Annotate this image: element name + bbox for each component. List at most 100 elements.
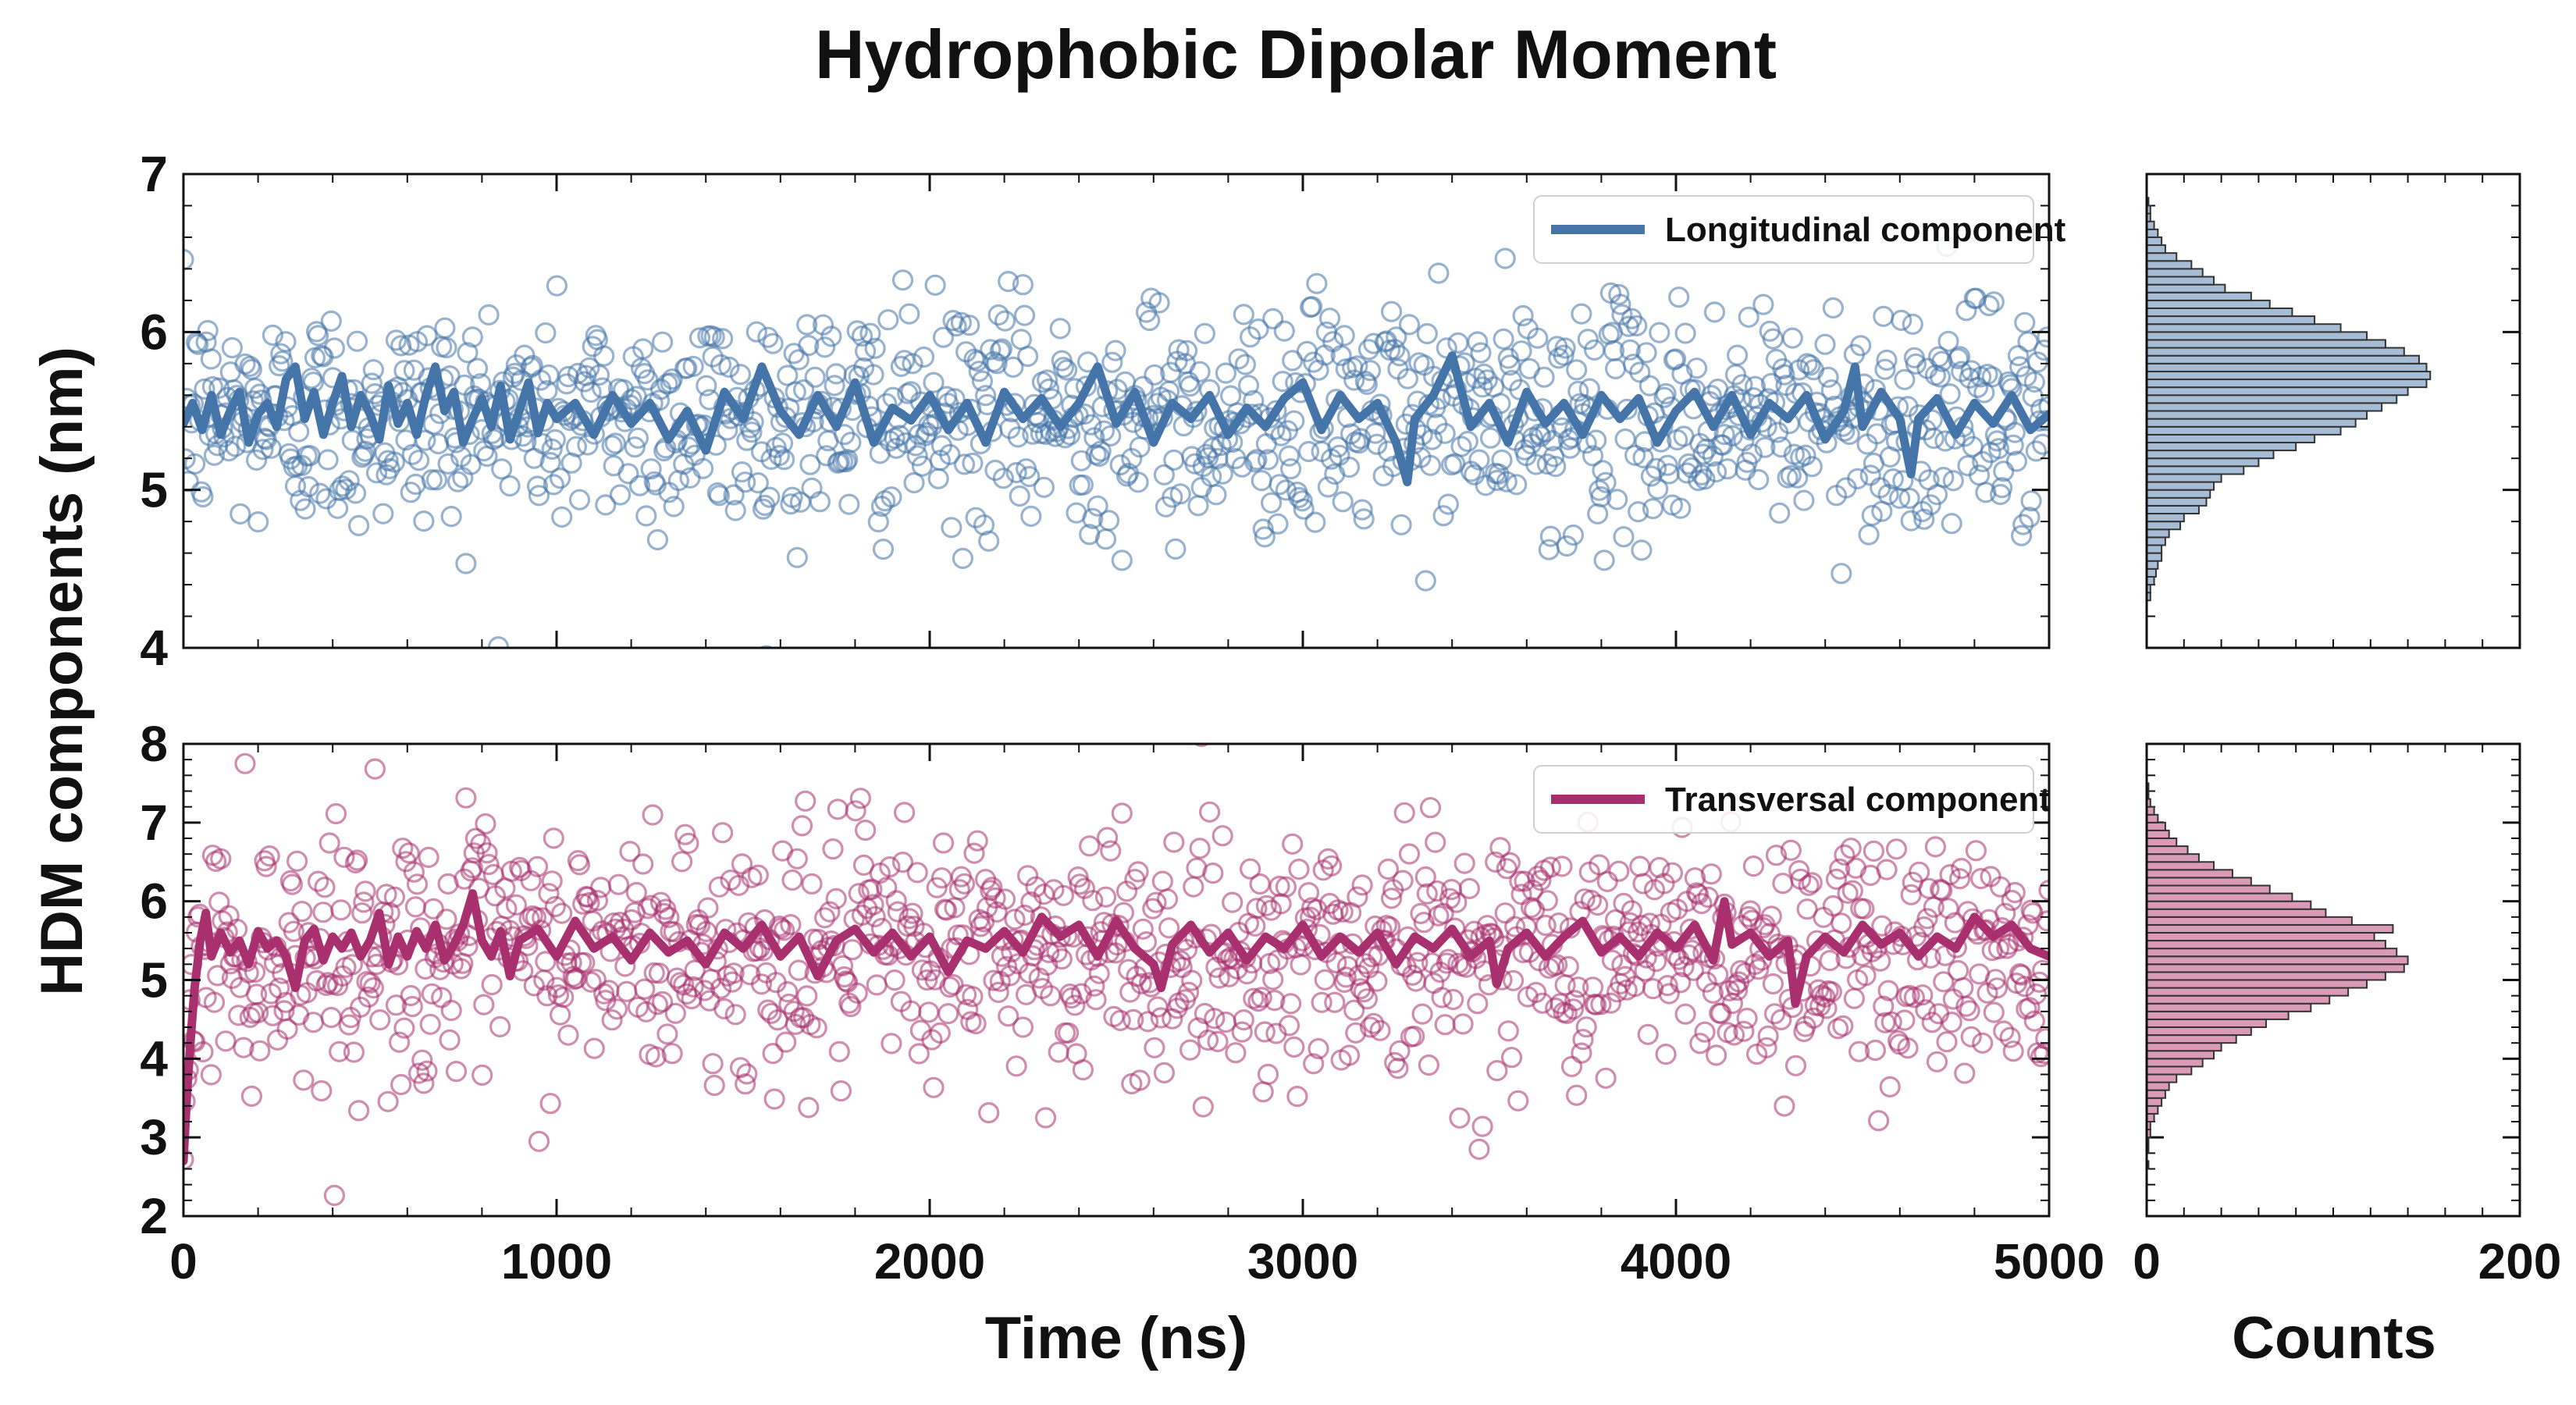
y-tick-label: 6 <box>140 873 168 930</box>
longitudinal-data-point <box>372 503 394 525</box>
transversal-data-point <box>1772 873 1794 895</box>
longitudinal-data-point <box>1738 306 1759 328</box>
transversal-data-point <box>2037 910 2049 932</box>
transversal-histogram-bar <box>2146 892 2293 902</box>
transversal-data-point <box>385 994 407 1016</box>
transversal-data-point <box>586 890 609 912</box>
transversal-histogram-bar <box>2146 1097 2163 1107</box>
transversal-data-point <box>1733 1020 1755 1042</box>
transversal-data-point <box>1691 892 1713 915</box>
transversal-data-point <box>1225 1042 1247 1064</box>
transversal-data-point <box>710 977 732 999</box>
transversal-scatter-panel: 2 3 4 5 6 7 8 0 1000 2000 3000 4000 5000 Transversal … <box>140 716 2105 1289</box>
longitudinal-data-point <box>1898 487 1920 510</box>
transversal-histogram-bar <box>2146 813 2159 823</box>
longitudinal-histogram-bar <box>2146 504 2200 515</box>
transversal-data-point <box>1437 948 1460 970</box>
transversal-data-point <box>461 857 483 879</box>
transversal-data-point <box>929 1022 951 1044</box>
longitudinal-data-point <box>1731 374 1753 396</box>
longitudinal-data-point <box>1002 356 1024 378</box>
transversal-data-point <box>481 973 503 996</box>
transversal-data-point <box>813 907 836 929</box>
transversal-data-point <box>1986 977 2008 999</box>
transversal-data-point <box>1822 895 1844 917</box>
transversal-histogram-bar <box>2146 861 2215 871</box>
longitudinal-data-point <box>288 421 310 443</box>
longitudinal-data-point <box>1499 354 1521 376</box>
longitudinal-data-point <box>703 326 725 348</box>
longitudinal-data-point <box>194 378 215 400</box>
transversal-data-point <box>926 877 948 898</box>
longitudinal-data-point <box>1254 526 1276 548</box>
longitudinal-data-point <box>447 471 469 493</box>
longitudinal-data-point <box>1769 502 1791 525</box>
transversal-data-point <box>1244 915 1266 937</box>
longitudinal-data-point <box>192 486 214 508</box>
longitudinal-data-point <box>413 510 435 532</box>
transversal-data-point <box>841 939 863 961</box>
longitudinal-data-point <box>635 505 657 527</box>
longitudinal-data-point <box>338 470 360 492</box>
longitudinal-data-point <box>1179 375 1201 397</box>
y-axis-label: HDM components (nm) <box>29 347 95 996</box>
transversal-data-point <box>400 984 422 1007</box>
transversal-data-point <box>1387 1057 1409 1080</box>
transversal-data-point <box>296 982 318 1004</box>
longitudinal-data-point <box>624 436 646 458</box>
longitudinal-data-point <box>1234 354 1257 375</box>
transversal-data-point <box>1111 802 1133 824</box>
transversal-data-point <box>244 961 266 984</box>
transversal-histogram-bar <box>2146 940 2386 950</box>
longitudinal-data-point <box>1330 344 1352 367</box>
longitudinal-data-point <box>974 385 997 407</box>
transversal-data-point <box>1757 1025 1779 1048</box>
longitudinal-data-point <box>383 451 405 473</box>
longitudinal-histogram-bar <box>2146 283 2226 293</box>
transversal-data-point <box>1034 1107 1057 1129</box>
longitudinal-data-point <box>1795 444 1816 466</box>
longitudinal-data-point <box>1882 468 1904 490</box>
transversal-data-point <box>1536 890 1558 912</box>
transversal-histogram-bar <box>2146 1073 2178 1083</box>
longitudinal-data-point <box>2038 396 2049 418</box>
transversal-data-point <box>635 1001 657 1023</box>
transversal-data-point <box>1423 972 1445 994</box>
transversal-data-point <box>1502 969 1525 991</box>
transversal-data-point <box>1548 912 1570 934</box>
longitudinal-data-point <box>1138 309 1161 332</box>
longitudinal-histogram-bar <box>2146 465 2245 475</box>
transversal-data-point <box>203 991 226 1013</box>
longitudinal-data-point <box>1703 301 1726 323</box>
transversal-data-point <box>314 877 336 898</box>
transversal-data-point <box>249 1040 271 1062</box>
transversal-data-point <box>1414 866 1436 888</box>
longitudinal-data-point <box>932 326 955 348</box>
transversal-data-point <box>851 904 873 927</box>
transversal-data-point <box>1694 1021 1716 1043</box>
transversal-data-point <box>863 894 884 916</box>
transversal-data-point <box>1656 974 1678 997</box>
transversal-data-point <box>750 973 773 995</box>
longitudinal-data-point <box>203 444 226 466</box>
longitudinal-data-point <box>903 471 925 494</box>
longitudinal-data-point <box>528 485 550 507</box>
longitudinal-data-point <box>2032 433 2049 455</box>
transversal-data-point <box>1004 909 1026 930</box>
transversal-data-point <box>1562 998 1585 1020</box>
transversal-data-point <box>866 974 888 996</box>
longitudinal-data-point <box>1009 485 1030 507</box>
longitudinal-data-point <box>881 486 902 508</box>
transversal-data-point <box>1936 1031 1958 1053</box>
longitudinal-data-point <box>867 510 889 533</box>
longitudinal-data-point <box>1187 495 1209 517</box>
transversal-data-point <box>828 1040 850 1062</box>
longitudinal-histogram-bar <box>2146 481 2215 491</box>
longitudinal-histogram-bar <box>2146 339 2386 349</box>
transversal-data-point <box>1297 881 1320 904</box>
longitudinal-data-point <box>786 546 808 568</box>
transversal-data-point <box>1864 1039 1886 1062</box>
transversal-data-point <box>845 800 866 822</box>
transversal-data-point <box>893 802 916 823</box>
longitudinal-data-point <box>320 310 342 332</box>
